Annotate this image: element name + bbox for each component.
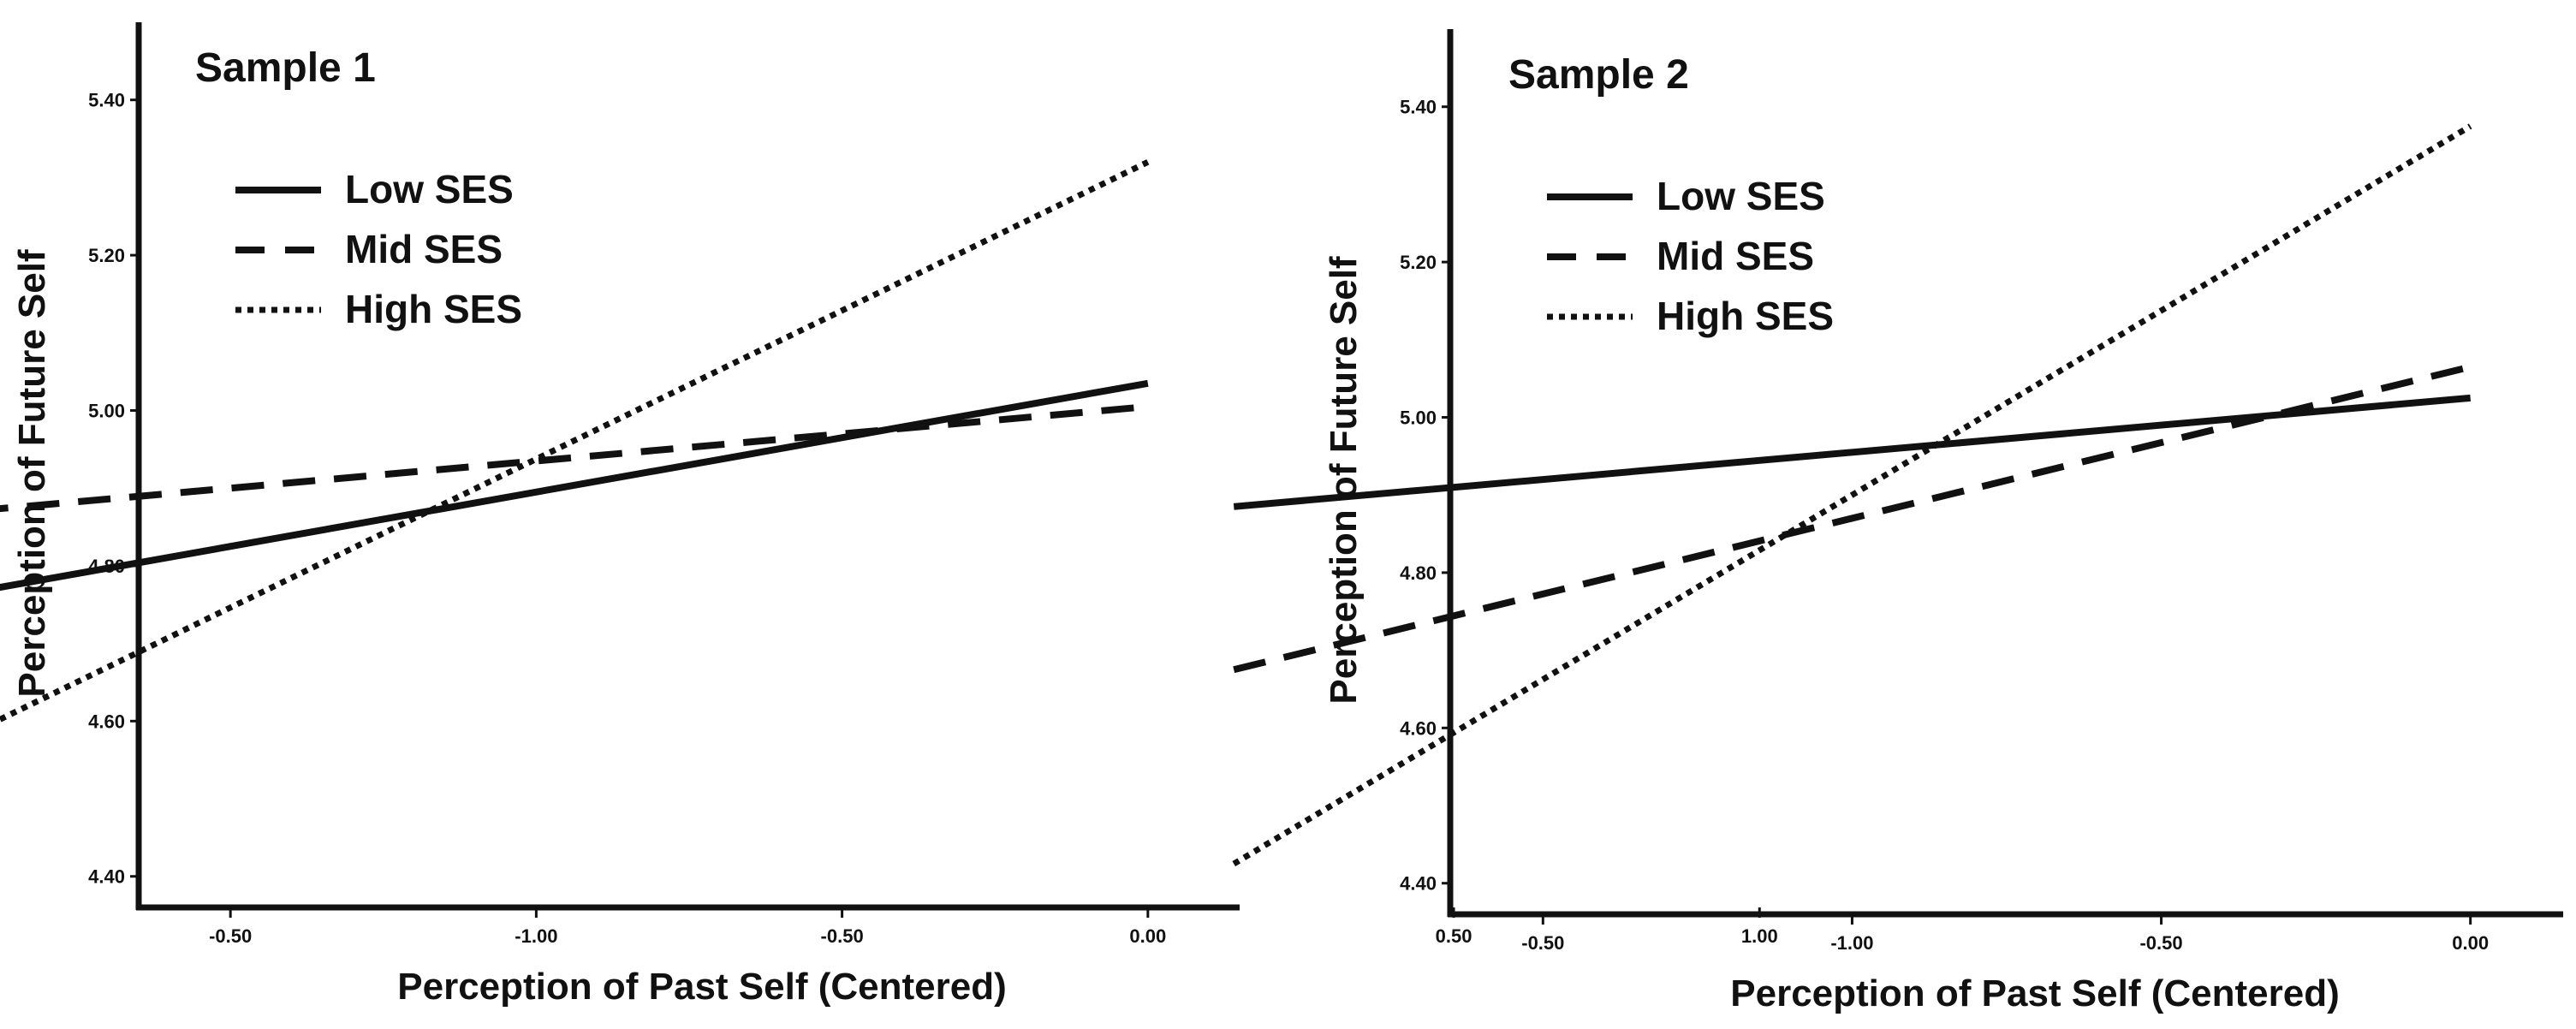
chart-panel-1: 4.40 4.60 4.80 5.00 5.20 5.40 -0.50 -1.00 -0.50 0…: [0, 22, 1778, 1008]
y-axis-label: Perception of Future Self: [11, 249, 53, 698]
chart-title: Sample 1: [195, 45, 376, 91]
series-line-high-ses: [1232, 123, 2472, 867]
x-tick-label: 0.00: [2452, 932, 2489, 954]
x-tick-label: 1.00: [1741, 925, 1778, 947]
series-line-low-ses: [1233, 394, 2472, 510]
x-tick-label: -0.50: [2139, 932, 2182, 954]
x-tick-label: -0.50: [1521, 932, 1564, 954]
x-axis-label: Perception of Past Self (Centered): [1730, 972, 2339, 1014]
series-line-low-ses: [0, 379, 1149, 592]
chart-panel-2: 4.40 4.60 4.80 5.00 5.20 5.40 -0.50 -1.00 -0.50 0…: [1232, 29, 2563, 1014]
y-tick-label: 5.40: [88, 90, 125, 111]
x-tick-label: -1.00: [1830, 932, 1873, 954]
y-tick-label: 4.80: [1400, 562, 1437, 584]
chart-title: Sample 2: [1508, 52, 1689, 98]
x-tick-label: -1.00: [515, 925, 557, 947]
y-tick-label: 4.40: [88, 866, 125, 888]
legend-label: Low SES: [1657, 174, 1825, 218]
series-line-high-ses: [0, 159, 1150, 723]
legend-label: Mid SES: [1657, 234, 1814, 278]
series-line-mid-ses: [0, 402, 1149, 513]
y-tick-label: 5.20: [1400, 252, 1437, 273]
series-line-mid-ses: [1233, 363, 2472, 674]
y-tick-label: 5.20: [88, 245, 125, 266]
y-tick-label: 4.60: [88, 711, 125, 732]
legend-label: High SES: [345, 287, 522, 331]
x-tick-label: 0.00: [1129, 925, 1166, 947]
legend-label: High SES: [1657, 294, 1834, 338]
x-tick-label: -0.50: [209, 925, 252, 947]
y-tick-label: 4.40: [1400, 873, 1437, 895]
x-tick-label: -0.50: [821, 925, 864, 947]
y-tick-label: 4.60: [1400, 717, 1437, 739]
legend-label: Low SES: [345, 167, 514, 211]
y-axis-label: Perception of Future Self: [1323, 256, 1365, 705]
y-tick-label: 5.40: [1400, 97, 1437, 118]
y-tick-label: 5.00: [88, 401, 125, 422]
legend-label: Mid SES: [345, 227, 503, 271]
y-tick-label: 5.00: [1400, 407, 1437, 429]
x-axis-label: Perception of Past Self (Centered): [397, 966, 1006, 1008]
x-tick-label: 0.50: [1436, 925, 1472, 947]
